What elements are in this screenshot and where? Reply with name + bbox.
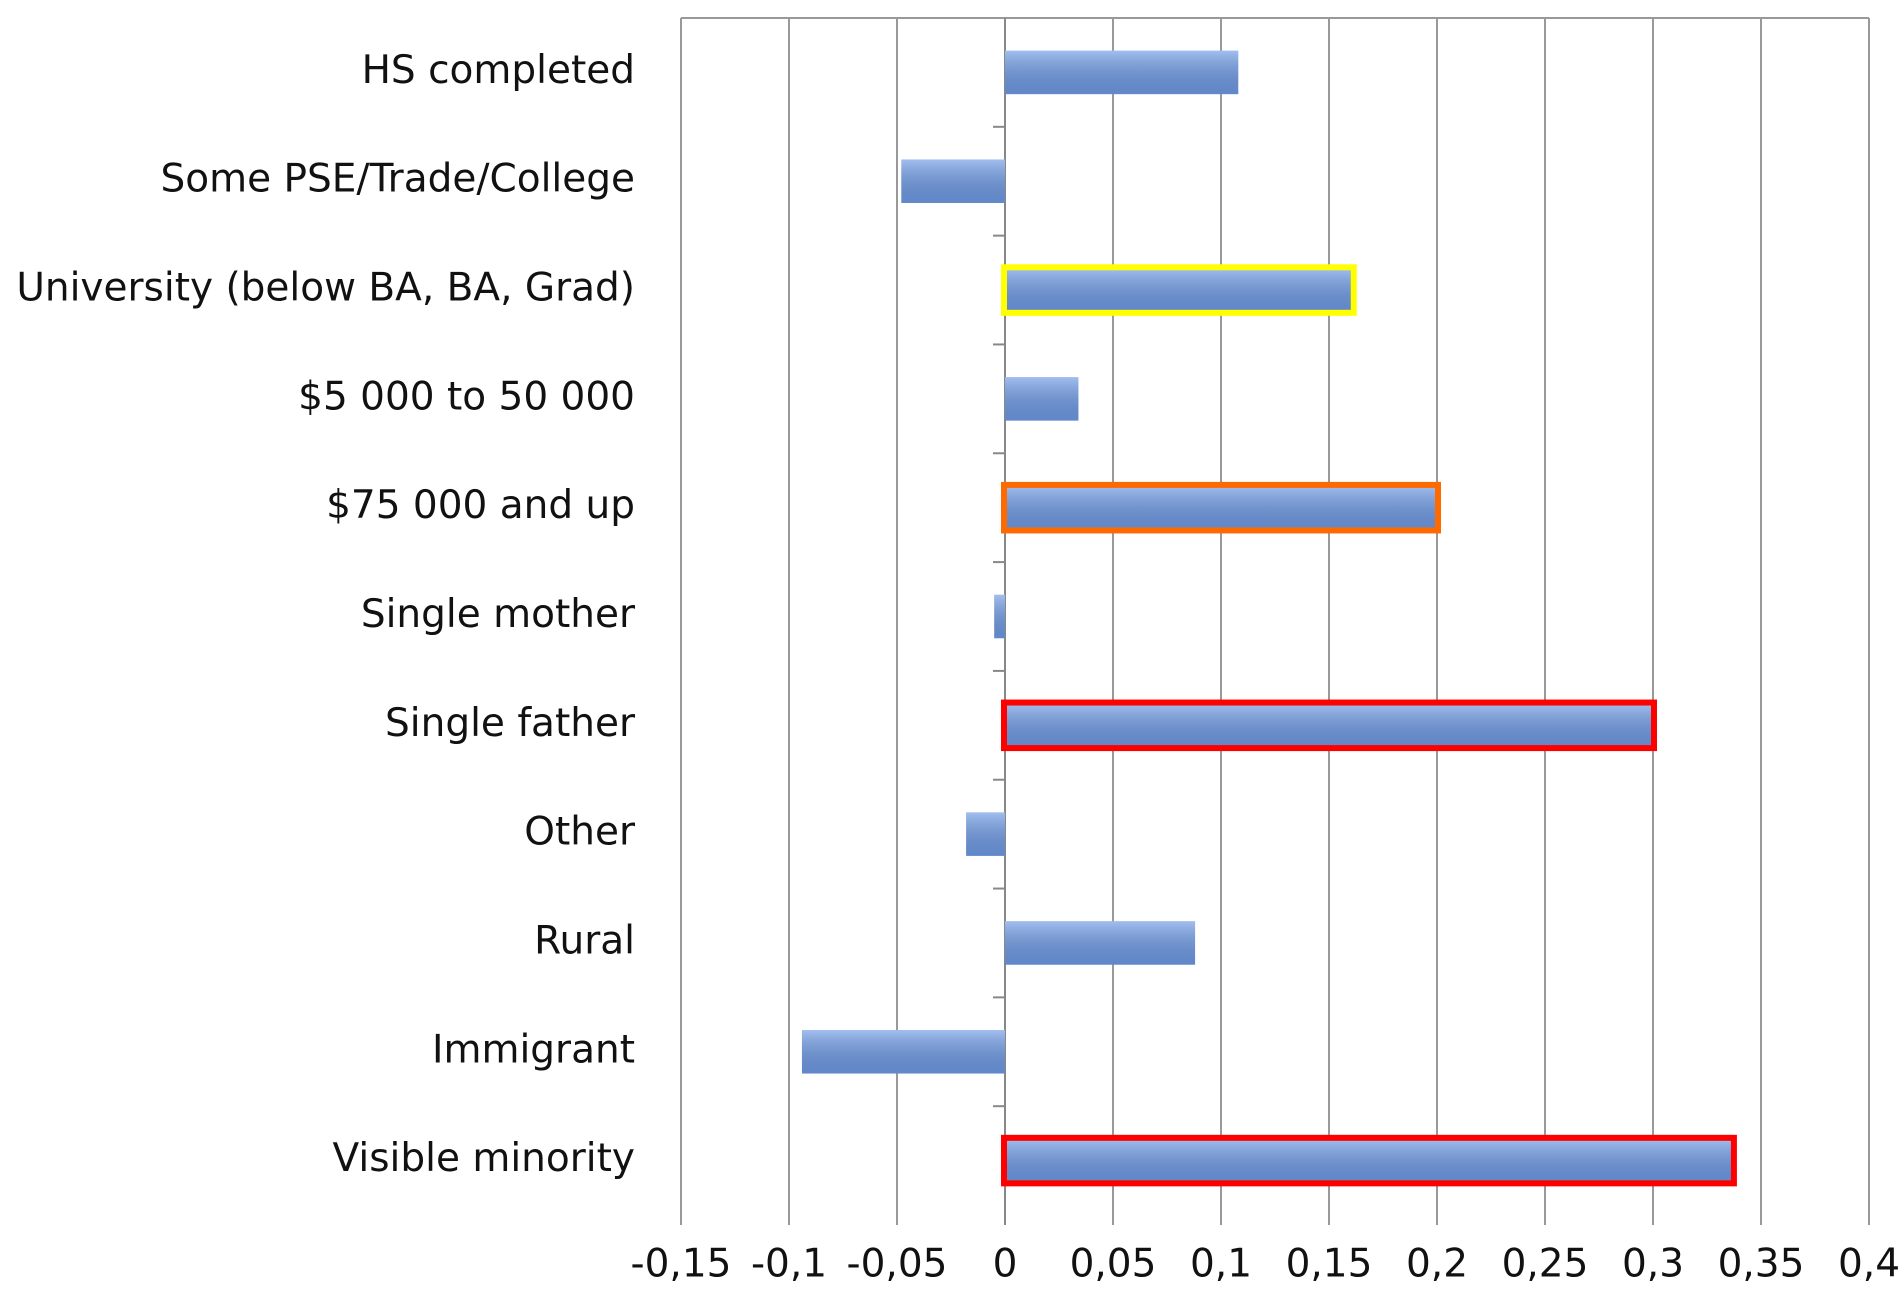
x-tick-label: 0,1 — [1190, 1242, 1252, 1287]
x-tick-label: 0 — [993, 1242, 1018, 1287]
bar-shine — [1005, 703, 1653, 748]
x-tick-label: 0,15 — [1286, 1242, 1373, 1287]
category-label: HS completed — [362, 48, 635, 93]
bar-shine — [1005, 1138, 1733, 1183]
bar-shine — [1005, 50, 1239, 95]
highlight-outline — [1001, 699, 1657, 752]
x-tick-label: -0,05 — [847, 1242, 948, 1287]
x-tick-label: 0,05 — [1070, 1242, 1157, 1287]
x-tick-label: 0,3 — [1622, 1242, 1684, 1287]
x-tick-label: 0,4 — [1838, 1242, 1900, 1287]
bar-shine — [801, 1030, 1005, 1074]
highlight-outline — [1001, 1134, 1737, 1187]
x-tick-label: -0,15 — [631, 1242, 732, 1287]
category-label: Visible minority — [333, 1136, 635, 1181]
category-label: Single father — [385, 701, 636, 746]
category-label: University (below BA, BA, Grad) — [16, 266, 635, 311]
category-label: $5 000 to 50 000 — [298, 374, 635, 419]
highlight-outline — [1001, 481, 1441, 534]
bar-shine — [966, 812, 1005, 856]
category-label: $75 000 and up — [326, 483, 635, 528]
x-tick-label: 0,35 — [1718, 1242, 1805, 1287]
bar-shine — [1005, 485, 1437, 530]
highlight-outline — [1001, 264, 1357, 316]
bar-shine — [1005, 268, 1353, 312]
category-label: Other — [524, 810, 636, 855]
bar-shine — [1005, 921, 1196, 965]
bar-shine — [1005, 377, 1079, 421]
category-label: Some PSE/Trade/College — [161, 157, 635, 202]
x-tick-label: -0,1 — [751, 1242, 827, 1287]
x-tick-label: 0,2 — [1406, 1242, 1468, 1287]
bar-shine — [994, 594, 1005, 639]
bar-shine — [901, 159, 1005, 203]
category-label: Rural — [534, 918, 635, 963]
x-tick-label: 0,25 — [1502, 1242, 1589, 1287]
category-label: Immigrant — [432, 1027, 635, 1072]
category-label: Single mother — [361, 592, 636, 637]
